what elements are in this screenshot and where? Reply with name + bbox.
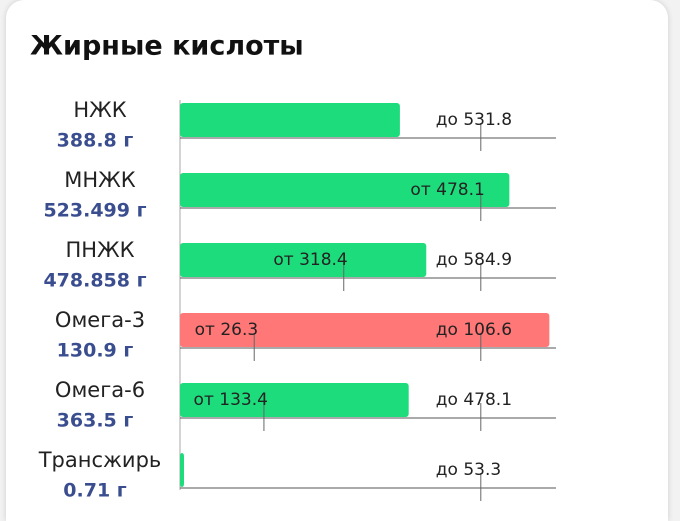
bar	[180, 103, 400, 137]
bar	[180, 453, 185, 487]
range-label: до 106.6	[436, 320, 512, 340]
row-amount: 363.5 г	[57, 410, 134, 432]
row-name: Омега-3	[55, 308, 145, 332]
range-label: до 53.3	[436, 460, 501, 480]
row-name: ПНЖК	[65, 238, 134, 262]
range-label: до 478.1	[436, 390, 512, 410]
range-label: до 584.9	[436, 250, 512, 270]
row-amount: 0.71 г	[63, 480, 126, 502]
range-label: от 26.3	[195, 320, 259, 340]
row-name: Трансжирь	[38, 448, 162, 472]
row-name: МНЖК	[64, 168, 136, 192]
bar	[180, 383, 409, 417]
title: Жирные кислоты	[30, 31, 304, 62]
row-name: НЖК	[73, 98, 126, 122]
row-amount: 523.499 г	[43, 200, 146, 222]
range-label: от 133.4	[194, 390, 268, 410]
range-label: от 318.4	[273, 250, 347, 270]
bar	[180, 243, 427, 277]
bar	[180, 173, 510, 207]
bar	[180, 313, 550, 347]
row-name: Омега-6	[55, 378, 145, 402]
row-amount: 478.858 г	[43, 270, 146, 292]
range-label: от 478.1	[410, 180, 484, 200]
row-amount: 388.8 г	[57, 130, 134, 152]
row-amount: 130.9 г	[57, 340, 134, 362]
range-label: до 531.8	[436, 110, 512, 130]
